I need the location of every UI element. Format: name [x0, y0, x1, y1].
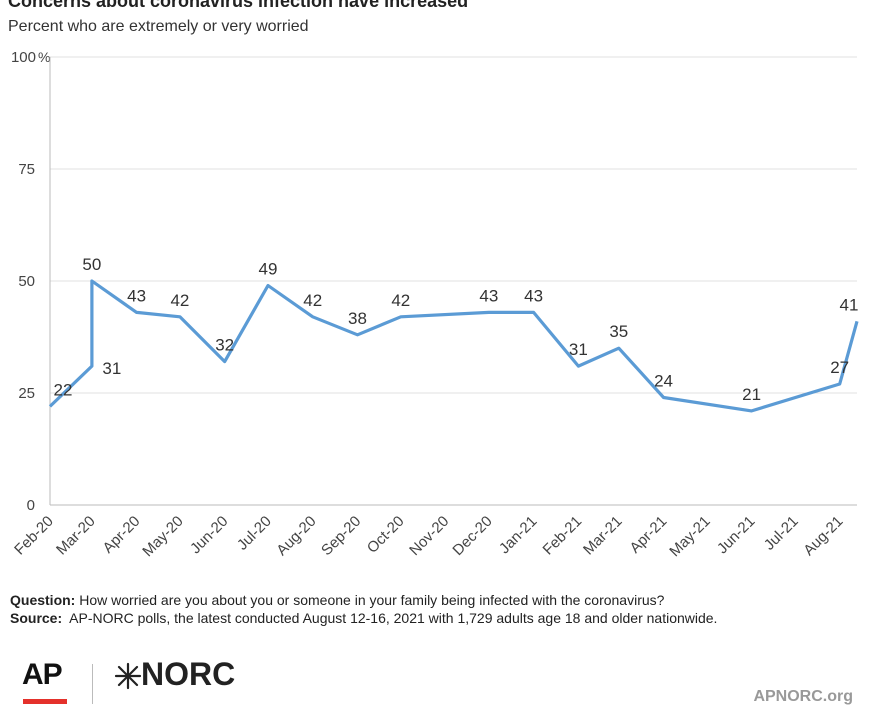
data-label: 43 — [524, 286, 543, 305]
data-label: 43 — [479, 286, 498, 305]
source-note: Source: AP-NORC polls, the latest conduc… — [10, 610, 717, 626]
data-label: 32 — [215, 336, 234, 355]
data-label: 21 — [742, 385, 761, 404]
x-tick-label: Feb-20 — [11, 513, 57, 559]
x-tick-label: Jul-21 — [761, 513, 802, 554]
data-label: 35 — [609, 322, 628, 341]
x-tick-label: Jul-20 — [234, 513, 275, 554]
norc-star-icon — [114, 658, 142, 692]
question-text: How worried are you about you or someone… — [79, 592, 664, 608]
x-tick-label: Dec-20 — [449, 513, 495, 559]
x-tick-label: Oct-20 — [364, 513, 408, 557]
data-label: 31 — [569, 340, 588, 359]
y-tick-label: 75 — [18, 161, 35, 178]
x-tick-label: May-21 — [666, 513, 713, 560]
logo-divider — [92, 664, 93, 704]
x-tick-label: Jun-21 — [714, 513, 758, 557]
x-tick-label: Aug-21 — [800, 513, 846, 559]
question-label: Question: — [10, 592, 75, 608]
x-tick-label: Mar-20 — [53, 513, 99, 559]
x-tick-label: Jan-21 — [496, 513, 540, 557]
x-tick-label: May-20 — [139, 513, 186, 560]
ap-logo-underline — [23, 699, 67, 704]
y-unit-label: % — [38, 49, 50, 65]
data-label: 42 — [391, 291, 410, 310]
source-label: Source: — [10, 610, 62, 626]
y-tick-label: 25 — [18, 385, 35, 402]
data-label: 27 — [830, 358, 849, 377]
data-label: 43 — [127, 286, 146, 305]
y-tick-label: 50 — [18, 273, 35, 290]
line-chart: 0255075100%Feb-20Mar-20Apr-20May-20Jun-2… — [0, 0, 877, 590]
x-tick-label: Mar-21 — [580, 513, 626, 559]
data-label: 38 — [348, 309, 367, 328]
x-tick-label: Feb-21 — [540, 513, 586, 559]
data-label: 49 — [259, 259, 278, 278]
y-tick-label: 100 — [11, 49, 36, 66]
question-note: Question: How worried are you about you … — [10, 592, 664, 608]
y-tick-label: 0 — [27, 497, 35, 514]
data-label: 41 — [840, 295, 859, 314]
x-tick-label: Apr-21 — [627, 513, 671, 557]
site-url: APNORC.org — [753, 688, 853, 706]
data-label: 22 — [54, 380, 73, 399]
data-label: 50 — [82, 255, 101, 274]
x-tick-label: Sep-20 — [318, 513, 364, 559]
x-tick-label: Jun-20 — [187, 513, 231, 557]
x-tick-label: Aug-20 — [273, 513, 319, 559]
data-label: 42 — [303, 291, 322, 310]
ap-logo: AP — [22, 658, 62, 692]
source-text: AP-NORC polls, the latest conducted Augu… — [69, 610, 717, 626]
norc-logo: NORC — [141, 656, 235, 693]
data-label: 24 — [654, 371, 673, 390]
x-tick-label: Nov-20 — [406, 513, 452, 559]
data-label: 42 — [170, 291, 189, 310]
data-label: 31 — [102, 359, 121, 378]
x-tick-label: Apr-20 — [100, 513, 144, 557]
